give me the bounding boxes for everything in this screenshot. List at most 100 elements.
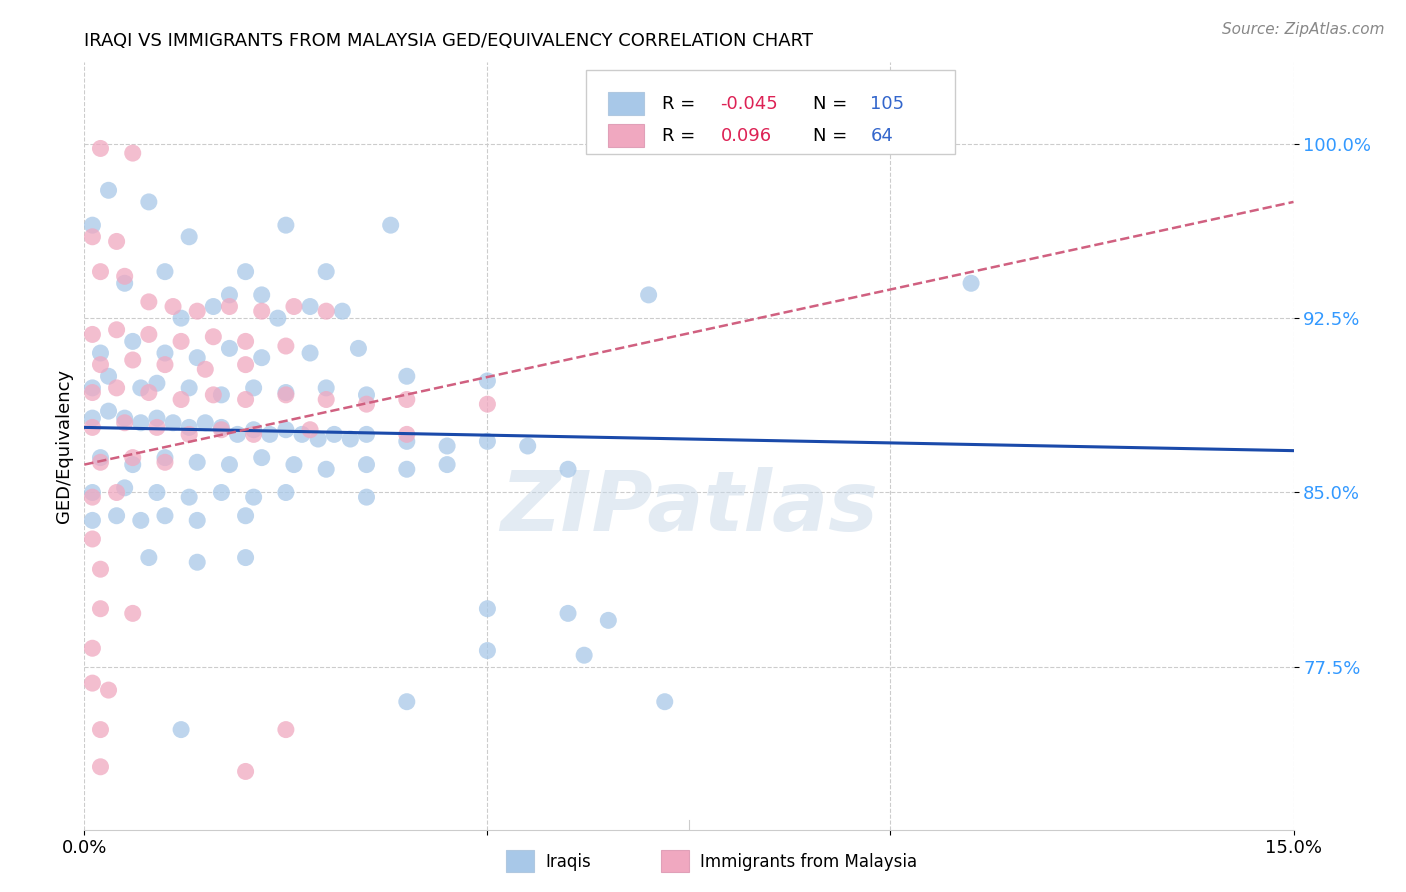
FancyBboxPatch shape	[607, 93, 644, 115]
Point	[209, 423, 232, 437]
Point	[395, 369, 418, 384]
Point	[226, 427, 249, 442]
Point	[283, 300, 305, 314]
Point	[235, 334, 257, 349]
Point	[82, 485, 104, 500]
Point	[598, 613, 620, 627]
Text: IRAQI VS IMMIGRANTS FROM MALAYSIA GED/EQUIVALENCY CORRELATION CHART: IRAQI VS IMMIGRANTS FROM MALAYSIA GED/EQ…	[84, 32, 813, 50]
Point	[82, 532, 104, 546]
Point	[477, 434, 499, 449]
Point	[114, 481, 136, 495]
Point	[121, 450, 143, 465]
Point	[557, 607, 579, 621]
Point	[267, 311, 290, 326]
Point	[170, 723, 193, 737]
Point	[114, 277, 136, 291]
Point	[129, 381, 152, 395]
Point	[235, 764, 257, 779]
Point	[209, 485, 232, 500]
Point	[557, 462, 579, 476]
Point	[179, 229, 201, 244]
Point	[170, 392, 193, 407]
Point	[436, 439, 458, 453]
Point	[516, 439, 538, 453]
Point	[637, 288, 659, 302]
Point	[323, 427, 346, 442]
Point	[315, 462, 337, 476]
Point	[356, 490, 378, 504]
Point	[218, 288, 240, 302]
Point	[299, 300, 322, 314]
Point	[82, 385, 104, 400]
Point	[235, 550, 257, 565]
Point	[960, 277, 983, 291]
Point	[283, 458, 305, 472]
Point	[89, 358, 111, 372]
Point	[138, 550, 160, 565]
Point	[146, 485, 169, 500]
Point	[105, 235, 128, 249]
Point	[209, 388, 232, 402]
Point	[146, 420, 169, 434]
Point	[235, 508, 257, 523]
Point	[307, 432, 329, 446]
Point	[250, 288, 273, 302]
Point	[82, 327, 104, 342]
Point	[82, 229, 104, 244]
Point	[274, 388, 297, 402]
Point	[274, 385, 297, 400]
Text: 105: 105	[870, 95, 904, 113]
Text: N =: N =	[814, 95, 853, 113]
Point	[202, 330, 225, 344]
Point	[105, 485, 128, 500]
Point	[395, 427, 418, 442]
Point	[202, 388, 225, 402]
Point	[121, 353, 143, 368]
Point	[218, 458, 240, 472]
Point	[235, 358, 257, 372]
Point	[250, 450, 273, 465]
Point	[654, 695, 676, 709]
Point	[235, 392, 257, 407]
Point	[330, 304, 353, 318]
Point	[153, 265, 176, 279]
Point	[250, 351, 273, 365]
Point	[259, 427, 281, 442]
Point	[82, 513, 104, 527]
Point	[250, 304, 273, 318]
Point	[146, 411, 169, 425]
Point	[89, 601, 111, 615]
Point	[121, 334, 143, 349]
Point	[356, 458, 378, 472]
Point	[138, 294, 160, 309]
Point	[105, 323, 128, 337]
Point	[82, 676, 104, 690]
Point	[97, 404, 120, 418]
Point	[291, 427, 314, 442]
Point	[89, 346, 111, 360]
Point	[153, 450, 176, 465]
Point	[170, 334, 193, 349]
Point	[274, 339, 297, 353]
Point	[274, 423, 297, 437]
Point	[89, 450, 111, 465]
Point	[315, 381, 337, 395]
Y-axis label: GED/Equivalency: GED/Equivalency	[55, 369, 73, 523]
FancyBboxPatch shape	[607, 124, 644, 147]
Point	[129, 416, 152, 430]
Point	[121, 458, 143, 472]
Point	[138, 194, 160, 209]
Point	[186, 351, 208, 365]
Point	[274, 723, 297, 737]
Text: 64: 64	[870, 127, 893, 145]
Text: N =: N =	[814, 127, 853, 145]
Point	[194, 362, 217, 376]
Point	[218, 300, 240, 314]
Point	[395, 392, 418, 407]
Point	[477, 601, 499, 615]
Point	[138, 327, 160, 342]
Point	[395, 462, 418, 476]
Point	[179, 381, 201, 395]
Text: Iraqis: Iraqis	[546, 853, 592, 871]
Point	[436, 458, 458, 472]
